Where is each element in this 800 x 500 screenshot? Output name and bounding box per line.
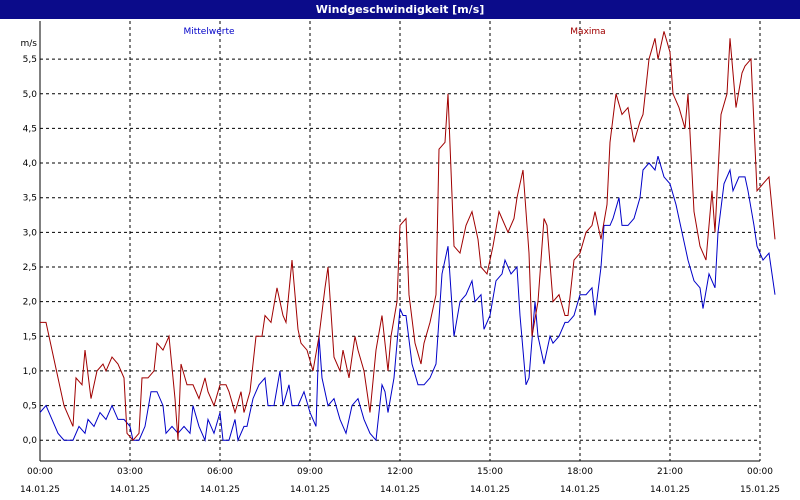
legend-maxima: Maxima	[570, 27, 605, 37]
y-tick-label: 4,5	[23, 124, 37, 134]
x-tick-date: 14.01.25	[290, 485, 330, 495]
x-tick-date: 14.01.25	[380, 485, 420, 495]
y-tick-label: 1,5	[23, 332, 37, 342]
x-tick-time: 09:00	[297, 467, 323, 477]
x-tick-date: 14.01.25	[110, 485, 150, 495]
y-tick-label: 1,0	[23, 367, 38, 377]
series-line-mittelwerte	[39, 155, 776, 443]
x-tick-time: 21:00	[657, 467, 683, 477]
chart-title: Windgeschwindigkeit [m/s]	[0, 0, 800, 19]
y-tick-label: 0,0	[23, 436, 38, 446]
x-tick-time: 00:00	[747, 467, 773, 477]
y-tick-label: 2,0	[23, 298, 38, 308]
x-tick-time: 06:00	[207, 467, 233, 477]
x-tick-date: 14.01.25	[470, 485, 510, 495]
x-tick-date: 14.01.25	[200, 485, 240, 495]
x-tick-time: 18:00	[567, 467, 593, 477]
y-tick-label: 5,5	[23, 55, 37, 65]
y-axis-label: m/s	[21, 39, 38, 49]
series-line-maxima	[40, 31, 776, 441]
y-tick-label: 0,5	[23, 402, 37, 412]
x-tick-date: 14.01.25	[20, 485, 60, 495]
y-tick-label: 4,0	[23, 159, 38, 169]
x-tick-time: 03:00	[117, 467, 143, 477]
x-tick-date: 14.01.25	[650, 485, 690, 495]
x-tick-time: 15:00	[477, 467, 503, 477]
legend-mittelwerte: Mittelwerte	[183, 27, 234, 37]
x-tick-time: 00:00	[27, 467, 53, 477]
y-tick-label: 2,5	[23, 263, 37, 273]
y-tick-label: 5,0	[23, 90, 38, 100]
x-tick-date: 14.01.25	[560, 485, 600, 495]
line-chart: 0,0 0,5 1,0 1,5 2,0 2,5 3,0 3,5 4,0 4,5 5,0 5,5 m/s 0…	[20, 21, 780, 495]
y-tick-label: 3,5	[23, 194, 37, 204]
x-tick-time: 12:00	[387, 467, 413, 477]
y-tick-label: 3,0	[23, 228, 38, 238]
x-tick-date: 15.01.25	[740, 485, 780, 495]
